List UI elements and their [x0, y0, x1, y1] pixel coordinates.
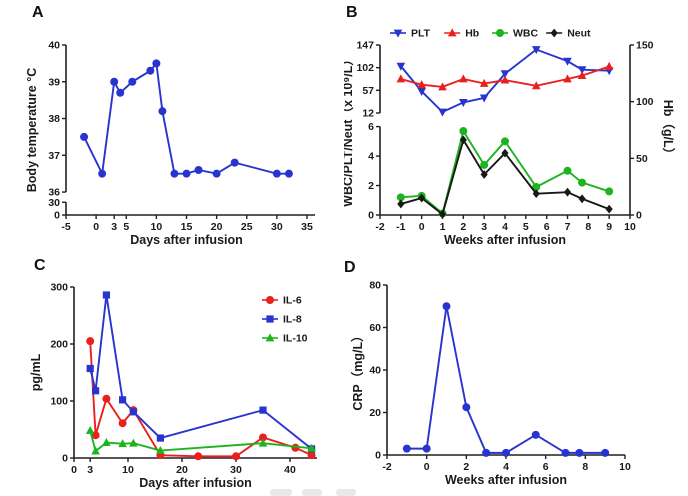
svg-text:57: 57 [362, 85, 374, 97]
panel-a: A -5 0 3 5 10 15 20 25 30 35 0 30 36 37 38 39 40 Days aft… [0, 0, 344, 248]
svg-text:2: 2 [460, 221, 466, 233]
svg-text:30: 30 [48, 197, 60, 209]
svg-text:40: 40 [284, 464, 296, 476]
svg-text:0: 0 [71, 464, 77, 476]
panel-d-label: D [344, 259, 356, 276]
svg-text:3: 3 [481, 221, 487, 233]
svg-text:4: 4 [368, 151, 374, 163]
svg-text:5: 5 [523, 221, 529, 233]
svg-text:80: 80 [369, 280, 381, 292]
svg-text:-1: -1 [396, 221, 405, 233]
svg-text:50: 50 [636, 153, 648, 165]
svg-text:150: 150 [636, 40, 654, 52]
svg-text:9: 9 [606, 221, 612, 233]
svg-text:38: 38 [48, 113, 60, 125]
svg-text:0: 0 [93, 221, 99, 233]
svg-text:3: 3 [111, 221, 117, 233]
svg-text:10: 10 [624, 221, 636, 233]
panel-b-label: B [346, 4, 358, 21]
svg-text:200: 200 [50, 339, 68, 351]
svg-text:12: 12 [362, 108, 374, 120]
svg-text:0: 0 [419, 221, 425, 233]
svg-text:Hb: Hb [465, 28, 479, 40]
render-artifact [336, 489, 356, 496]
svg-text:2: 2 [368, 180, 374, 192]
svg-text:36: 36 [48, 187, 60, 199]
svg-text:40: 40 [369, 365, 381, 377]
svg-text:CRP（mg/L）: CRP（mg/L） [350, 329, 365, 410]
svg-text:-2: -2 [375, 221, 384, 233]
svg-text:IL-8: IL-8 [283, 314, 302, 326]
svg-text:IL-10: IL-10 [283, 333, 308, 345]
blood-counts-chart: -2 -1 0 1 2 3 4 5 6 7 8 9 1002461257102147050100150W… [344, 28, 676, 248]
svg-text:60: 60 [369, 322, 381, 334]
svg-text:Neut: Neut [567, 28, 591, 40]
svg-text:100: 100 [636, 96, 654, 108]
svg-text:0: 0 [368, 210, 374, 222]
svg-text:0: 0 [375, 450, 381, 462]
svg-text:-5: -5 [61, 221, 70, 233]
svg-text:35: 35 [301, 221, 313, 233]
svg-text:8: 8 [582, 461, 588, 473]
svg-text:0: 0 [424, 461, 430, 473]
svg-text:7: 7 [565, 221, 571, 233]
svg-text:Hb（g/L）: Hb（g/L） [661, 100, 676, 160]
svg-text:pg/mL: pg/mL [29, 353, 43, 391]
panel-a-label: A [32, 4, 44, 21]
panel-b: B -2 -1 0 1 2 3 4 5 6 7 8 9 10 0 2 4 6 12 57 102 147 0 50 100 15… [344, 0, 688, 248]
svg-text:0: 0 [62, 453, 68, 465]
svg-text:40: 40 [48, 40, 60, 52]
svg-text:5: 5 [123, 221, 129, 233]
svg-text:6: 6 [368, 121, 374, 133]
svg-text:20: 20 [369, 407, 381, 419]
svg-text:6: 6 [543, 461, 549, 473]
svg-text:-2: -2 [382, 461, 391, 473]
svg-text:2: 2 [463, 461, 469, 473]
render-artifact [270, 489, 292, 496]
svg-text:147: 147 [356, 40, 374, 52]
svg-text:PLT: PLT [411, 28, 431, 40]
svg-text:20: 20 [176, 464, 188, 476]
svg-text:Weeks after infusion: Weeks after infusion [445, 473, 567, 487]
svg-text:100: 100 [50, 396, 68, 408]
svg-text:15: 15 [181, 221, 193, 233]
svg-text:25: 25 [241, 221, 253, 233]
svg-text:WBC/PLT/Neut（x 10⁹/L）: WBC/PLT/Neut（x 10⁹/L） [344, 53, 355, 207]
svg-text:1: 1 [440, 221, 446, 233]
svg-text:39: 39 [48, 76, 60, 88]
panel-c: C 0 3 10 20 30 40 0 100 200 300 Days after infusio… [0, 248, 344, 496]
render-artifact [302, 489, 322, 496]
svg-text:30: 30 [271, 221, 283, 233]
svg-text:Weeks after infusion: Weeks after infusion [444, 233, 566, 247]
svg-text:300: 300 [50, 282, 68, 294]
svg-text:10: 10 [151, 221, 163, 233]
panel-c-label: C [34, 257, 46, 274]
svg-text:Days after infusion: Days after infusion [130, 233, 243, 247]
svg-text:30: 30 [230, 464, 242, 476]
svg-text:8: 8 [585, 221, 591, 233]
svg-text:4: 4 [502, 221, 508, 233]
svg-text:20: 20 [211, 221, 223, 233]
panel-d: D -2 0 2 4 6 8 10 0 20 40 60 80 Weeks after infusion… [344, 248, 688, 496]
svg-text:Days after infusion: Days after infusion [139, 476, 252, 490]
svg-text:10: 10 [122, 464, 134, 476]
svg-text:0: 0 [54, 210, 60, 222]
svg-text:3: 3 [87, 464, 93, 476]
svg-text:0: 0 [636, 210, 642, 222]
svg-text:IL-6: IL-6 [283, 295, 302, 307]
svg-text:Body temperature °C: Body temperature °C [25, 68, 39, 192]
svg-text:102: 102 [356, 62, 374, 74]
svg-text:4: 4 [503, 461, 509, 473]
svg-text:6: 6 [544, 221, 550, 233]
svg-text:37: 37 [48, 150, 60, 162]
svg-text:WBC: WBC [513, 28, 538, 40]
svg-text:10: 10 [619, 461, 631, 473]
